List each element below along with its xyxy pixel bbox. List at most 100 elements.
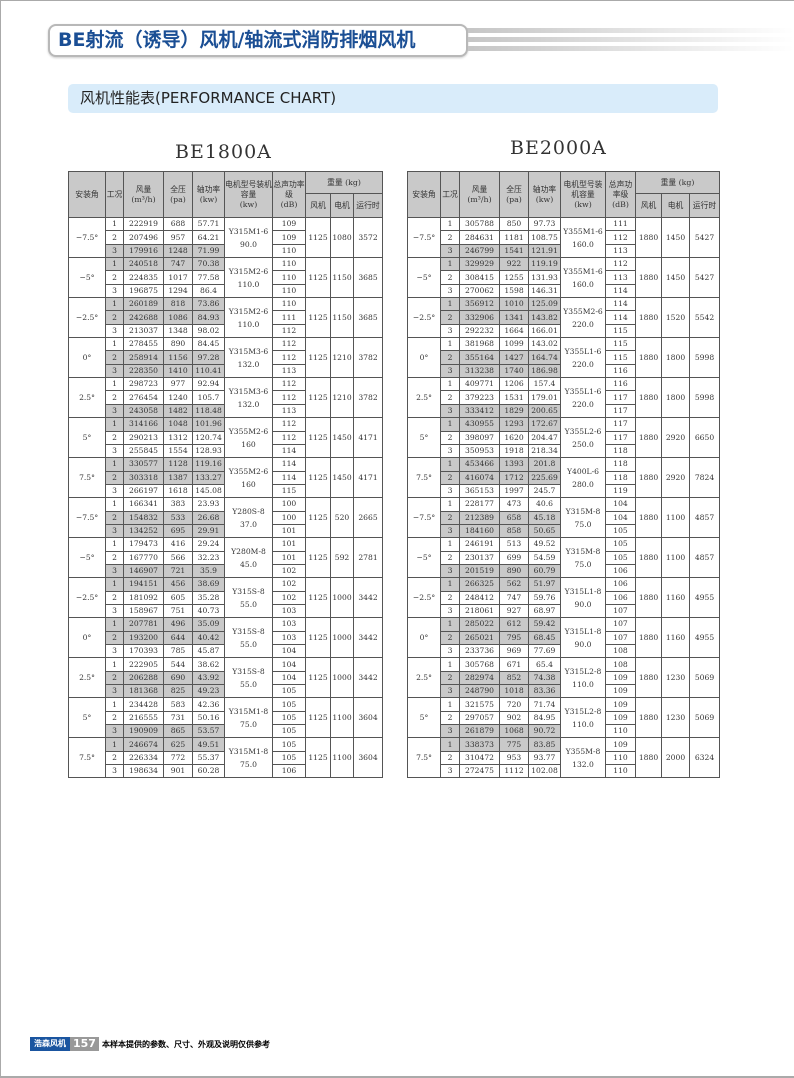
air-flow: 206288: [123, 670, 164, 686]
install-angle: 0°: [68, 617, 106, 659]
motor-model: Y355M1-6 160.0: [560, 216, 606, 259]
weight-fan: 1125: [305, 297, 331, 339]
install-angle: −5°: [68, 257, 106, 299]
motor-model: Y355M1-6 160.0: [560, 257, 606, 299]
motor-model: Y280S-8 37.0: [224, 497, 273, 539]
weight-running: 3442: [353, 577, 383, 619]
motor-type: Y315S-8: [232, 626, 265, 636]
table-row: 2 181092 605 35.28 102: [69, 590, 383, 605]
sound-power: 115: [605, 323, 636, 339]
air-flow: 194151: [123, 577, 164, 592]
table-row: 0° 1 285022 612 59.42 Y315L1-8 90.0 107 1880 1160…: [407, 617, 720, 659]
motor-capacity: 250.0: [572, 439, 594, 449]
total-pressure: 612: [499, 617, 529, 632]
sound-power: 116: [605, 363, 636, 379]
motor-capacity: 110.0: [237, 319, 260, 329]
shaft-power: 49.23: [192, 684, 225, 699]
air-flow: 305788: [459, 216, 500, 232]
table-row: 2.5° 1 409771 1206 157.4 Y355L1-6 220.0 116 1880…: [407, 377, 720, 419]
table-row: 2.5° 1 305768 671 65.4 Y315L2-8 110.0 108 1880 12…: [407, 657, 720, 699]
shaft-power: 172.67: [528, 417, 561, 432]
motor-type: Y355L2-6: [564, 426, 602, 436]
weight-running: 4857: [689, 497, 720, 539]
weight-fan: 1880: [635, 577, 662, 619]
shaft-power: 68.97: [528, 603, 561, 619]
air-flow: 266197: [123, 483, 164, 499]
shaft-power: 43.92: [192, 670, 225, 686]
install-angle: 2.5°: [68, 377, 106, 419]
condition: 2: [440, 710, 460, 726]
condition: 1: [105, 697, 124, 712]
sound-power: 112: [272, 430, 306, 445]
weight-fan: 1880: [635, 697, 662, 739]
weight-running: 5069: [689, 657, 720, 699]
weight-running: 5998: [689, 377, 720, 419]
air-flow: 260189: [123, 297, 164, 312]
col-condition-label: 工况: [106, 189, 123, 199]
motor-model: Y355L1-6 220.0: [560, 377, 606, 419]
condition: 3: [440, 403, 460, 419]
weight-motor: 520: [330, 497, 354, 539]
sound-power: 112: [272, 350, 306, 365]
total-pressure: 1618: [163, 483, 193, 499]
total-pressure: 562: [499, 577, 529, 592]
air-flow: 298723: [123, 377, 164, 392]
shaft-power: 128.93: [192, 443, 225, 459]
total-pressure: 785: [163, 643, 193, 659]
sound-power: 111: [605, 216, 636, 232]
condition: 1: [105, 577, 124, 592]
total-pressure: 1427: [499, 350, 529, 365]
motor-capacity: 55.0: [240, 599, 257, 609]
air-flow: 207781: [123, 617, 164, 632]
total-pressure: 751: [163, 603, 193, 619]
motor-model: Y315L1-8 90.0: [560, 577, 606, 619]
sound-power: 105: [272, 710, 306, 726]
condition: 1: [105, 297, 124, 312]
weight-fan: 1880: [635, 216, 662, 259]
weight-motor: 1800: [661, 377, 690, 419]
col-flow-label: 风量: [135, 184, 152, 194]
table-row: 5° 1 430955 1293 172.67 Y355L2-6 250.0 117 1880 2…: [407, 417, 720, 459]
condition: 3: [105, 323, 124, 339]
condition: 2: [105, 750, 124, 766]
col-weight: 重量 (kg): [305, 171, 383, 194]
sound-power: 112: [272, 417, 306, 432]
sound-power: 113: [272, 363, 306, 379]
condition: 3: [440, 243, 460, 259]
total-pressure: 953: [499, 750, 529, 766]
weight-motor: 1450: [661, 216, 690, 259]
total-pressure: 818: [163, 297, 193, 312]
motor-type: Y355M2-6: [228, 466, 269, 476]
shaft-power: 125.09: [528, 297, 561, 312]
sound-power: 112: [272, 377, 306, 392]
motor-capacity: 45.0: [240, 559, 257, 569]
weight-motor: 1520: [661, 297, 690, 339]
condition: 1: [440, 617, 460, 632]
condition: 2: [440, 550, 460, 565]
motor-model: Y355M2-6 220.0: [560, 297, 606, 339]
shaft-power: 35.28: [192, 590, 225, 605]
condition: 2: [440, 510, 460, 525]
install-angle: 5°: [407, 697, 441, 739]
sound-power: 105: [605, 550, 636, 565]
air-flow: 355164: [459, 350, 500, 365]
performance-table-be2000a: 安装角 工况 风量 (m³/h) 全压 (pa) 轴功率 (kw) 电机型号装机容量 (kw) 总声…: [407, 171, 720, 779]
col-power-label: 轴功率: [196, 184, 221, 194]
condition: 3: [440, 323, 460, 339]
shaft-power: 55.37: [192, 750, 225, 766]
install-angle: 2.5°: [407, 377, 441, 419]
weight-fan: 1125: [305, 257, 331, 299]
install-angle: 7.5°: [407, 737, 441, 779]
table-row: 2 167770 566 32.23 101: [69, 550, 383, 565]
sound-power: 118: [605, 470, 636, 485]
total-pressure: 721: [163, 563, 193, 579]
table-row: 2 258914 1156 97.28 112: [69, 350, 383, 365]
condition: 3: [105, 403, 124, 419]
total-pressure: 1712: [499, 470, 529, 485]
sound-power: 106: [605, 577, 636, 592]
table-row: 2 398097 1620 204.47 117: [408, 430, 720, 445]
install-angle: 2.5°: [407, 657, 441, 699]
install-angle: −7.5°: [407, 497, 441, 539]
col-pressure: 全压 (pa): [163, 171, 193, 218]
shaft-power: 50.65: [528, 523, 561, 539]
